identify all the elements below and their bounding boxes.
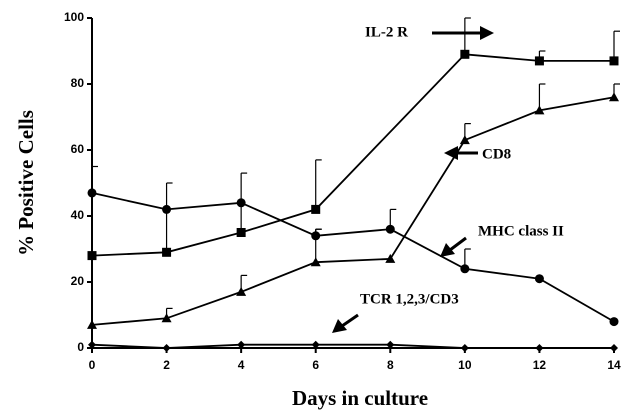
marker (87, 319, 97, 329)
marker (460, 344, 469, 352)
x-tick-label: 10 (458, 358, 472, 372)
marker (310, 257, 321, 267)
marker (161, 313, 172, 323)
marker (610, 344, 618, 352)
marker (386, 340, 395, 349)
marker (162, 247, 172, 257)
series-line (91, 96, 615, 326)
marker (236, 198, 246, 208)
marker (459, 135, 470, 145)
y-axis-label: % Positive Cells (14, 110, 38, 256)
marker (609, 317, 619, 327)
marker (609, 56, 619, 66)
marker (385, 253, 396, 263)
y-tick-label: 0 (77, 340, 84, 354)
series-label: MHC class II (478, 223, 564, 239)
marker (460, 49, 470, 59)
y-tick-label: 40 (71, 208, 85, 222)
marker (162, 204, 172, 214)
marker (609, 92, 619, 102)
x-tick-label: 6 (312, 358, 319, 372)
marker (88, 340, 96, 349)
y-tick-label: 80 (71, 76, 85, 90)
x-tick-label: 8 (387, 358, 394, 372)
series-line (91, 343, 614, 349)
marker (87, 251, 97, 261)
marker (460, 264, 470, 274)
marker (162, 344, 171, 352)
y-tick-label: 20 (71, 274, 85, 288)
y-tick-label: 100 (64, 10, 84, 24)
x-axis-label: Days in culture (292, 386, 428, 410)
x-tick-label: 4 (238, 358, 245, 372)
series-label: TCR 1,2,3/CD3 (360, 291, 459, 307)
marker (535, 344, 544, 352)
marker (236, 286, 247, 296)
marker (311, 231, 321, 241)
series-label: CD8 (482, 146, 511, 162)
x-tick-label: 0 (89, 358, 96, 372)
marker (236, 228, 246, 237)
x-tick-label: 2 (163, 358, 170, 372)
x-tick-label: 14 (607, 358, 621, 372)
y-tick-label: 60 (71, 142, 85, 156)
arrows (332, 26, 494, 333)
marker (237, 340, 246, 349)
marker (87, 188, 97, 198)
marker (534, 105, 545, 115)
marker (534, 274, 544, 284)
x-tick-label: 12 (533, 358, 547, 372)
marker (534, 56, 544, 66)
marker (385, 224, 395, 234)
series-line (91, 192, 615, 323)
marker (311, 204, 321, 214)
marker (311, 340, 320, 349)
series-label: IL-2 R (365, 24, 408, 40)
